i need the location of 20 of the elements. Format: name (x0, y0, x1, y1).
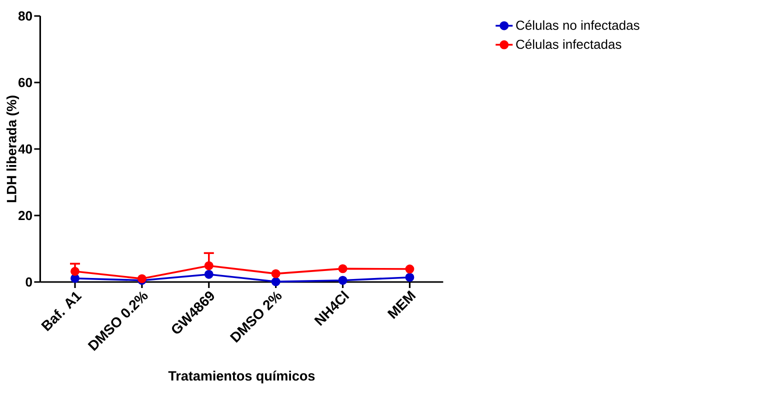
y-tick-label: 60 (18, 78, 32, 88)
point (405, 272, 414, 282)
point (338, 264, 348, 274)
y-tick-label: 0 (26, 277, 32, 287)
point (271, 269, 280, 278)
point (338, 276, 348, 285)
point (204, 261, 214, 270)
x-axis-title: Tratamientos químicos (168, 370, 315, 384)
point (405, 264, 414, 274)
point (70, 274, 80, 283)
y-axis-title: LDH liberada (%) (6, 96, 20, 202)
y-tick-label: 80 (18, 11, 32, 21)
point (70, 266, 80, 276)
y-tick-label: 20 (18, 210, 32, 220)
legend-label: Células infectadas (516, 39, 622, 49)
x-tick-label: Baf. A1 (40, 292, 82, 332)
legend-label: Células no infectadas (516, 20, 640, 30)
point (271, 277, 280, 286)
y-tick-label: 40 (18, 144, 32, 154)
point (204, 270, 214, 279)
